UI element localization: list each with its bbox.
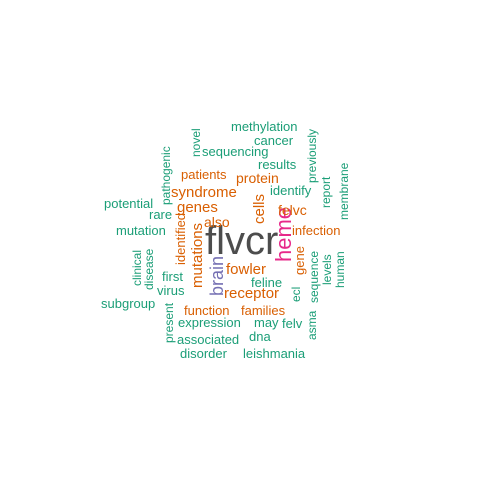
word-function: function: [184, 303, 230, 318]
word-cancer: cancer: [254, 133, 294, 148]
word-gene: gene: [292, 246, 307, 275]
word-identify: identify: [270, 183, 312, 198]
word-felvc: felvc: [278, 202, 307, 218]
word-may: may: [254, 315, 279, 330]
word-protein: protein: [236, 170, 279, 186]
word-pathogenic: pathogenic: [159, 146, 173, 205]
word-genes: genes: [177, 199, 218, 216]
word-brain: brain: [207, 256, 227, 296]
word-expression: expression: [178, 315, 241, 330]
word-associated: associated: [177, 332, 239, 347]
word-sequencing: sequencing: [202, 144, 269, 159]
word-felv: felv: [282, 316, 303, 331]
word-clinical: clinical: [130, 250, 144, 286]
word-present: present: [162, 302, 176, 343]
word-ecl: ecl: [289, 287, 303, 302]
word-first: first: [162, 269, 183, 284]
word-receptor: receptor: [224, 285, 279, 302]
word-leishmania: leishmania: [243, 346, 306, 361]
word-flvcr: flvcr: [205, 219, 278, 263]
word-identified: identified: [173, 213, 188, 265]
word-disease: disease: [142, 248, 156, 290]
word-levels: levels: [320, 254, 334, 285]
word-fowler: fowler: [226, 261, 266, 278]
word-subgroup: subgroup: [101, 296, 155, 311]
word-virus: virus: [157, 283, 185, 298]
word-patients: patients: [181, 167, 227, 182]
word-infection: infection: [292, 223, 340, 238]
word-sequence: sequence: [307, 251, 321, 303]
word-feline: feline: [251, 275, 282, 290]
word-methylation: methylation: [231, 119, 297, 134]
word-report: report: [319, 176, 333, 208]
word-mutations: mutations: [189, 223, 206, 288]
word-asma: asma: [305, 310, 319, 340]
word-novel: novel: [189, 128, 203, 157]
word-also: also: [204, 214, 230, 230]
word-rare: rare: [149, 207, 172, 222]
word-potential: potential: [104, 196, 153, 211]
word-mutation: mutation: [116, 223, 166, 238]
word-results: results: [258, 157, 297, 172]
word-previously: previously: [305, 129, 319, 183]
word-disorder: disorder: [180, 346, 228, 361]
word-cells: cells: [251, 194, 268, 224]
word-syndrome: syndrome: [171, 184, 237, 201]
word-heme: heme: [271, 207, 296, 262]
word-human: human: [333, 251, 347, 288]
word-families: families: [241, 303, 286, 318]
word-dna: dna: [249, 329, 271, 344]
word-membrane: membrane: [337, 162, 351, 220]
